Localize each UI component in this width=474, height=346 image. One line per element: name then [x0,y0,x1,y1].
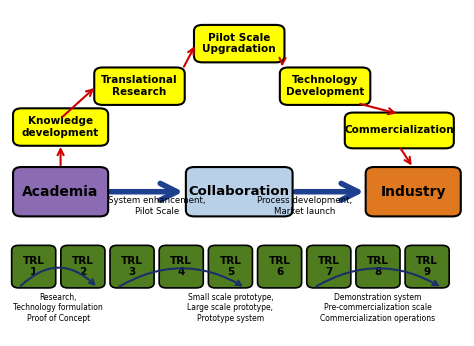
FancyBboxPatch shape [186,167,292,216]
FancyBboxPatch shape [194,25,284,62]
FancyBboxPatch shape [61,245,105,288]
Text: TRL
6: TRL 6 [269,256,291,277]
Text: Industry: Industry [381,185,446,199]
Text: Pilot Scale
Upgradation: Pilot Scale Upgradation [202,33,276,54]
Text: TRL
7: TRL 7 [318,256,340,277]
FancyBboxPatch shape [12,245,56,288]
FancyBboxPatch shape [345,112,454,148]
Text: Knowledge
development: Knowledge development [22,116,99,138]
Text: TRL
5: TRL 5 [219,256,241,277]
FancyBboxPatch shape [209,245,253,288]
Text: Process development,
Market launch: Process development, Market launch [256,196,352,216]
FancyBboxPatch shape [405,245,449,288]
Text: Commercialization: Commercialization [345,126,454,135]
Text: Academia: Academia [22,185,99,199]
Text: Translational
Research: Translational Research [101,75,178,97]
Text: Demonstration system
Pre-commercialization scale
Commercialization operations: Demonstration system Pre-commercializati… [320,293,436,323]
FancyBboxPatch shape [365,167,461,216]
Text: TRL
9: TRL 9 [416,256,438,277]
Text: Small scale prototype,
Large scale prototype,
Prototype system: Small scale prototype, Large scale proto… [187,293,273,323]
Text: TRL
1: TRL 1 [23,256,45,277]
Text: TRL
4: TRL 4 [170,256,192,277]
FancyBboxPatch shape [159,245,203,288]
FancyBboxPatch shape [13,167,108,216]
Text: TRL
3: TRL 3 [121,256,143,277]
FancyBboxPatch shape [257,245,301,288]
FancyBboxPatch shape [13,108,108,146]
Text: TRL
2: TRL 2 [72,256,94,277]
FancyBboxPatch shape [280,67,370,105]
Text: Research,
Technology formulation
Proof of Concept: Research, Technology formulation Proof o… [13,293,103,323]
Text: TRL
8: TRL 8 [367,256,389,277]
FancyBboxPatch shape [307,245,351,288]
FancyBboxPatch shape [356,245,400,288]
Text: System enhancement,
Pilot Scale: System enhancement, Pilot Scale [108,196,205,216]
Text: Collaboration: Collaboration [189,185,290,198]
Text: Technology
Development: Technology Development [286,75,364,97]
FancyBboxPatch shape [94,67,185,105]
FancyBboxPatch shape [110,245,154,288]
